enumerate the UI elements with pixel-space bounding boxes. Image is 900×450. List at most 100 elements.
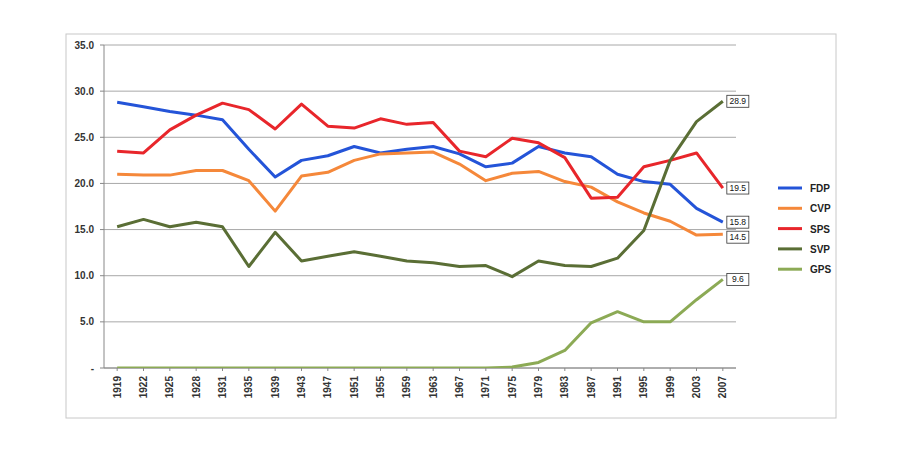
x-tick-label: 1947 (322, 376, 333, 399)
x-tick-label: 1987 (586, 376, 597, 399)
end-label-box (727, 95, 749, 107)
legend-swatch (778, 247, 802, 250)
frame (66, 34, 836, 418)
y-tick (100, 368, 104, 369)
x-tick (222, 368, 223, 371)
y-tick-label: 25.0 (75, 132, 95, 143)
grid-line (104, 45, 736, 46)
end-label-text: 9.6 (732, 274, 744, 284)
x-tick-label: 1999 (665, 376, 676, 399)
x-tick (564, 368, 565, 371)
y-tick (100, 137, 104, 138)
end-label-text: 15.8 (730, 217, 747, 227)
x-tick (696, 368, 697, 371)
y-tick (100, 45, 104, 46)
y-tick (100, 183, 104, 184)
series-line (117, 103, 723, 198)
x-tick-label: 1955 (375, 376, 386, 399)
end-label-box (727, 231, 749, 243)
x-tick-label: 1943 (296, 376, 307, 399)
end-label-box (727, 273, 749, 285)
y-tick-label: 35.0 (75, 40, 95, 51)
end-label: 14.5 (727, 231, 749, 243)
x-tick (117, 368, 118, 371)
x-tick (248, 368, 249, 371)
legend-swatch (778, 268, 802, 271)
grid (100, 45, 736, 368)
legend: FDPCVPSPSSVPGPS (778, 183, 831, 275)
lines (117, 101, 723, 368)
series-line (117, 101, 723, 276)
grid-line (104, 275, 736, 276)
legend-label: GPS (810, 264, 831, 275)
x-tick (354, 368, 355, 371)
grid-line (104, 91, 736, 92)
x-tick (512, 368, 513, 371)
grid-line (104, 183, 736, 184)
end-label-box (727, 216, 749, 228)
x-tick-label: 2003 (691, 376, 702, 399)
x-tick-label: 1919 (112, 376, 123, 399)
x-tick-label: 1967 (454, 376, 465, 399)
x-tick (459, 368, 460, 371)
x-tick (406, 368, 407, 371)
chart: -5.010.015.020.025.030.035.0191919221925… (0, 0, 900, 450)
y-tick-label: 10.0 (75, 270, 95, 281)
x-tick-label: 1959 (401, 376, 412, 399)
legend-label: SPS (810, 224, 830, 235)
x-tick-label: 1922 (138, 376, 149, 399)
y-tick (100, 91, 104, 92)
x-tick (538, 368, 539, 371)
x-tick-label: 1991 (612, 376, 623, 399)
x-tick (722, 368, 723, 371)
end-label: 9.6 (727, 273, 749, 285)
x-tick-label: 1963 (428, 376, 439, 399)
y-tick (100, 275, 104, 276)
grid-line (104, 137, 736, 138)
end-label-text: 14.5 (730, 232, 747, 242)
end-label: 28.9 (727, 95, 749, 107)
x-tick (196, 368, 197, 371)
grid-line (104, 229, 736, 230)
x-tick-label: 1975 (507, 376, 518, 399)
x-tick-label: 1935 (243, 376, 254, 399)
x-tick-label: 1979 (533, 376, 544, 399)
y-axis (104, 45, 105, 368)
x-tick (433, 368, 434, 371)
x-tick (169, 368, 170, 371)
x-tick-label: 1971 (480, 376, 491, 399)
x-tick (143, 368, 144, 371)
y-tick-label: - (91, 363, 94, 374)
legend-label: CVP (810, 203, 831, 214)
x-tick (670, 368, 671, 371)
x-tick-label: 2007 (717, 376, 728, 399)
y-tick-label: 5.0 (80, 316, 94, 327)
end-label-text: 19.5 (730, 183, 747, 193)
y-tick (100, 229, 104, 230)
x-tick (380, 368, 381, 371)
x-tick-label: 1939 (270, 376, 281, 399)
legend-swatch (778, 227, 802, 230)
x-tick-label: 1928 (191, 376, 202, 399)
end-label-text: 28.9 (730, 96, 747, 106)
end-label: 19.5 (727, 182, 749, 194)
y-tick-label: 20.0 (75, 178, 95, 189)
y-tick (100, 321, 104, 322)
legend-label: SVP (810, 244, 830, 255)
x-tick (643, 368, 644, 371)
series-line (117, 152, 723, 235)
x-tick (275, 368, 276, 371)
end-label: 15.8 (727, 216, 749, 228)
y-tick-label: 30.0 (75, 86, 95, 97)
x-tick (327, 368, 328, 371)
x-tick-label: 1931 (217, 376, 228, 399)
x-tick (591, 368, 592, 371)
x-tick-label: 1995 (638, 376, 649, 399)
x-tick-label: 1983 (559, 376, 570, 399)
y-tick-label: 15.0 (75, 224, 95, 235)
legend-swatch (778, 207, 802, 210)
legend-swatch (778, 187, 802, 190)
end-label-box (727, 182, 749, 194)
series-line (117, 279, 723, 368)
series-line (117, 102, 723, 222)
